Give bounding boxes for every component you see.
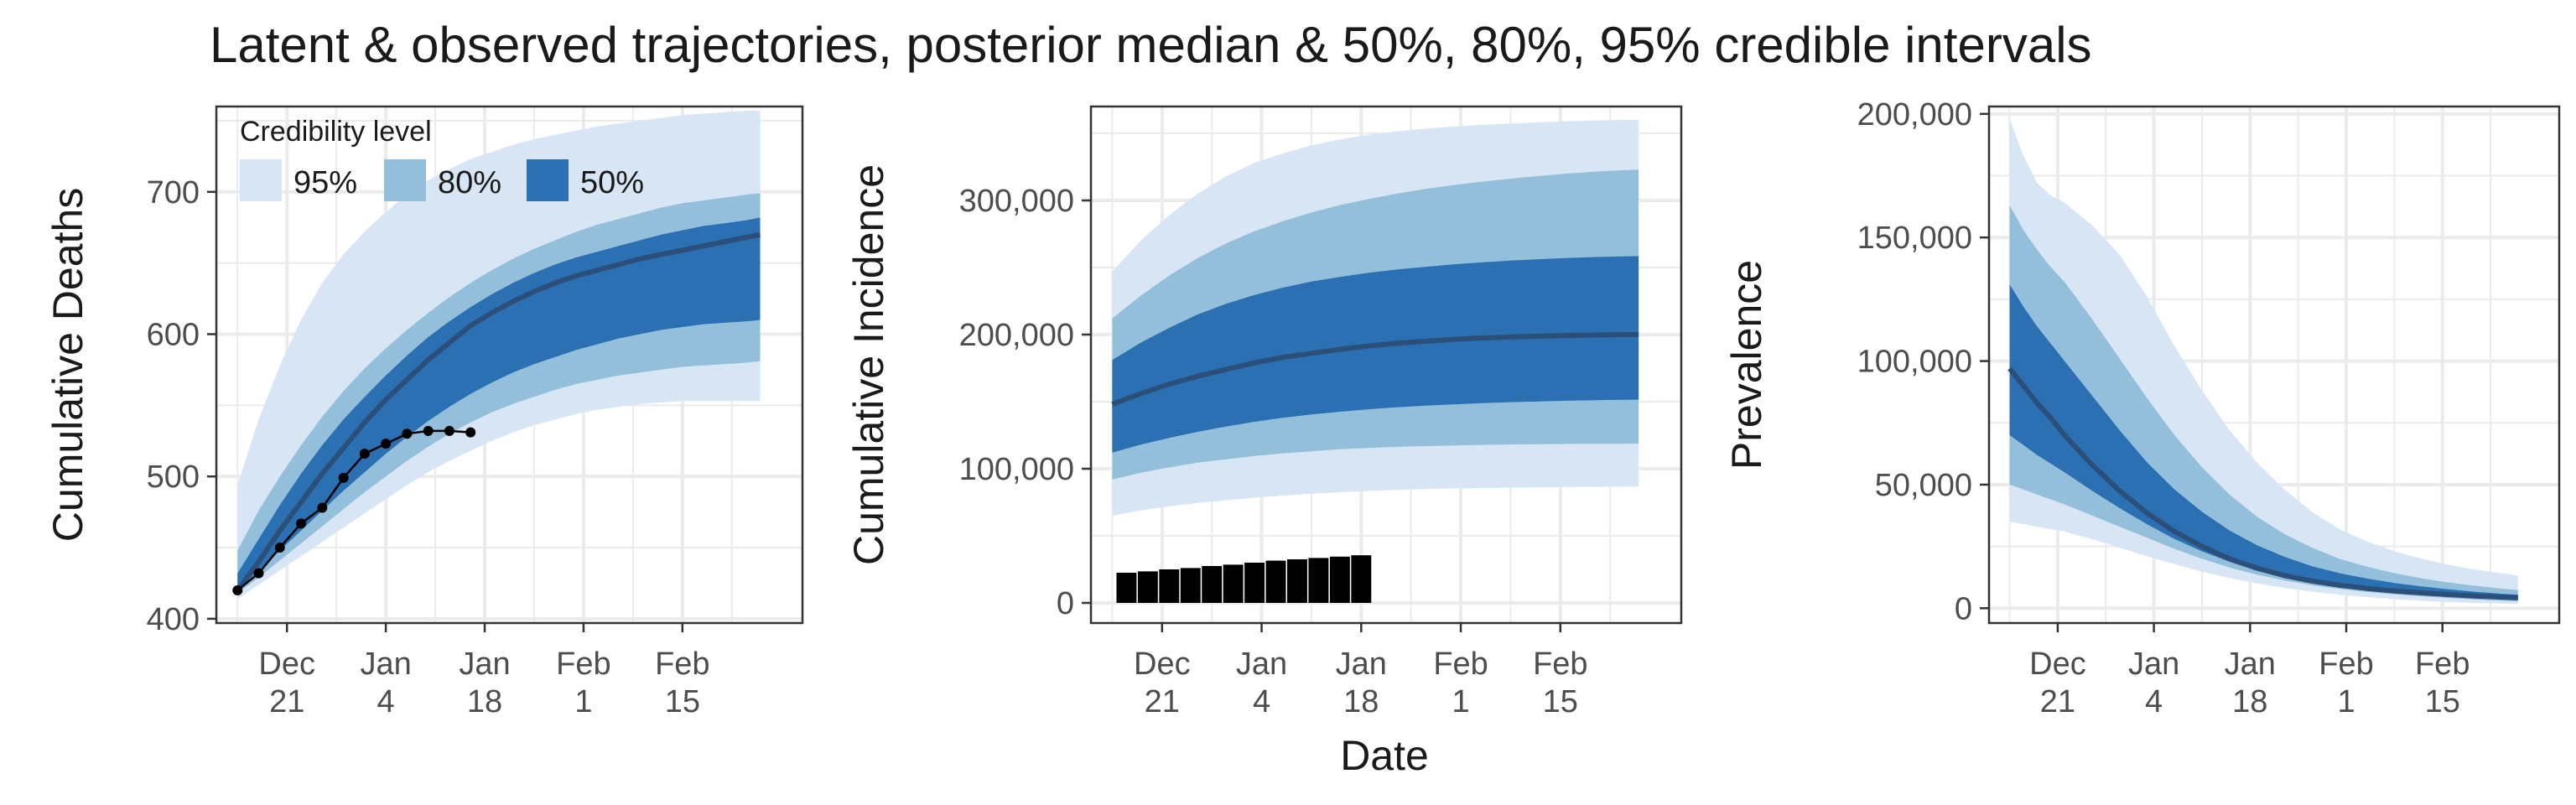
x-tick-label: Feb — [2319, 647, 2373, 682]
panel-border — [215, 105, 804, 625]
observed-bar — [1223, 564, 1244, 603]
observed-point — [338, 472, 349, 483]
x-tick-label: 21 — [269, 684, 304, 719]
data-layer — [2007, 118, 2518, 605]
x-tick-label: Jan — [1236, 647, 1287, 682]
panel-3: Dec21Jan4Jan18Feb1Feb15050,000100,000150… — [1723, 97, 2561, 719]
x-tick-label: Dec — [2029, 647, 2086, 682]
x-tick-label: Jan — [2128, 647, 2179, 682]
x-tick-label: 4 — [2145, 684, 2163, 719]
legend-key-50 — [527, 159, 569, 201]
observed-point — [274, 543, 285, 553]
x-tick-label: Feb — [556, 647, 610, 682]
x-tick-label: Dec — [258, 647, 315, 682]
panels-container: Dec21Jan4Jan18Feb1Feb15400500600700Cumul… — [44, 97, 2561, 719]
x-tick-label: 15 — [2425, 684, 2460, 719]
median-line — [1111, 332, 1639, 408]
observed-point — [402, 428, 413, 439]
y-tick-label: 200,000 — [1857, 97, 1972, 132]
figure-title: Latent & observed trajectories, posterio… — [210, 17, 2092, 73]
observed-point — [381, 439, 392, 449]
observed-point — [359, 449, 370, 460]
x-tick-label: Feb — [1433, 647, 1488, 682]
x-tick-label: 18 — [2232, 684, 2267, 719]
band-50 — [1112, 256, 1639, 453]
y-tick-label: 700 — [147, 175, 200, 210]
data-layer — [1111, 120, 1639, 603]
y-tick-label: 300,000 — [959, 184, 1074, 219]
x-axis-label: Date — [1340, 732, 1429, 779]
y-axis-label: Cumulative Deaths — [44, 188, 91, 542]
y-tick-label: 200,000 — [959, 318, 1074, 353]
x-tick-label: 15 — [1543, 684, 1578, 719]
x-tick-label: Jan — [1336, 647, 1387, 682]
x-tick-label: 1 — [2337, 684, 2355, 719]
observed-point — [423, 425, 434, 436]
x-tick-label: 21 — [2040, 684, 2075, 719]
observed-bar — [1159, 569, 1180, 603]
y-tick-label: 500 — [147, 460, 200, 495]
observed-bar — [1180, 568, 1201, 603]
x-tick-label: 18 — [1343, 684, 1379, 719]
panel-border — [1089, 105, 1683, 625]
y-tick-label: 0 — [1955, 591, 1972, 626]
x-tick-label: Jan — [459, 647, 510, 682]
x-tick-label: 15 — [665, 684, 700, 719]
legend-label: 95% — [293, 165, 357, 200]
y-tick-label: 0 — [1057, 586, 1074, 621]
observed-bar — [1329, 556, 1350, 603]
observed-bar — [1287, 559, 1307, 603]
observed-point — [253, 568, 264, 579]
observed-point — [317, 502, 328, 513]
panel-2: Dec21Jan4Jan18Feb1Feb150100,000200,00030… — [845, 105, 1683, 719]
x-tick-label: Feb — [2415, 647, 2470, 682]
observed-bar — [1244, 563, 1265, 603]
median-line — [235, 231, 761, 592]
legend-key-95 — [240, 159, 282, 201]
observed-bar — [1351, 555, 1372, 603]
legend-label: 80% — [438, 165, 501, 200]
panel-1: Dec21Jan4Jan18Feb1Feb15400500600700Cumul… — [44, 105, 804, 719]
observed-point — [296, 518, 307, 529]
y-tick-label: 100,000 — [1857, 345, 1972, 380]
y-axis-label: Prevalence — [1723, 260, 1770, 470]
observed-bar — [1265, 560, 1286, 603]
x-tick-label: 21 — [1145, 684, 1180, 719]
band-50 — [2009, 284, 2518, 600]
x-tick-label: 1 — [574, 684, 592, 719]
x-tick-label: Jan — [2225, 647, 2276, 682]
observed-bar — [1137, 571, 1158, 603]
panel-border — [1987, 105, 2561, 625]
observed-bar — [1202, 566, 1223, 603]
x-tick-label: 18 — [467, 684, 502, 719]
x-tick-label: Jan — [360, 647, 411, 682]
y-tick-label: 600 — [147, 318, 200, 353]
observed-point — [232, 584, 243, 595]
x-tick-label: Feb — [1533, 647, 1587, 682]
x-tick-label: 1 — [1452, 684, 1469, 719]
median-line — [2007, 366, 2518, 600]
observed-bar — [1116, 573, 1137, 603]
observed-point — [444, 425, 454, 436]
observed-point — [465, 427, 476, 438]
data-layer — [232, 111, 761, 600]
legend-key-80 — [384, 159, 426, 201]
legend-label: 50% — [580, 165, 644, 200]
y-tick-label: 100,000 — [959, 452, 1074, 487]
y-axis-label: Cumulative Incidence — [845, 164, 892, 565]
y-tick-label: 400 — [147, 602, 200, 637]
x-tick-label: Dec — [1134, 647, 1191, 682]
x-tick-label: 4 — [1253, 684, 1270, 719]
x-tick-label: 4 — [377, 684, 395, 719]
y-tick-label: 50,000 — [1875, 468, 1972, 503]
legend: Credibility level 95% 80% 50% — [240, 116, 644, 201]
y-tick-label: 150,000 — [1857, 221, 1972, 256]
x-tick-label: Feb — [655, 647, 709, 682]
band-50 — [237, 217, 761, 590]
observed-bar — [1308, 558, 1329, 603]
legend-title: Credibility level — [240, 116, 432, 148]
